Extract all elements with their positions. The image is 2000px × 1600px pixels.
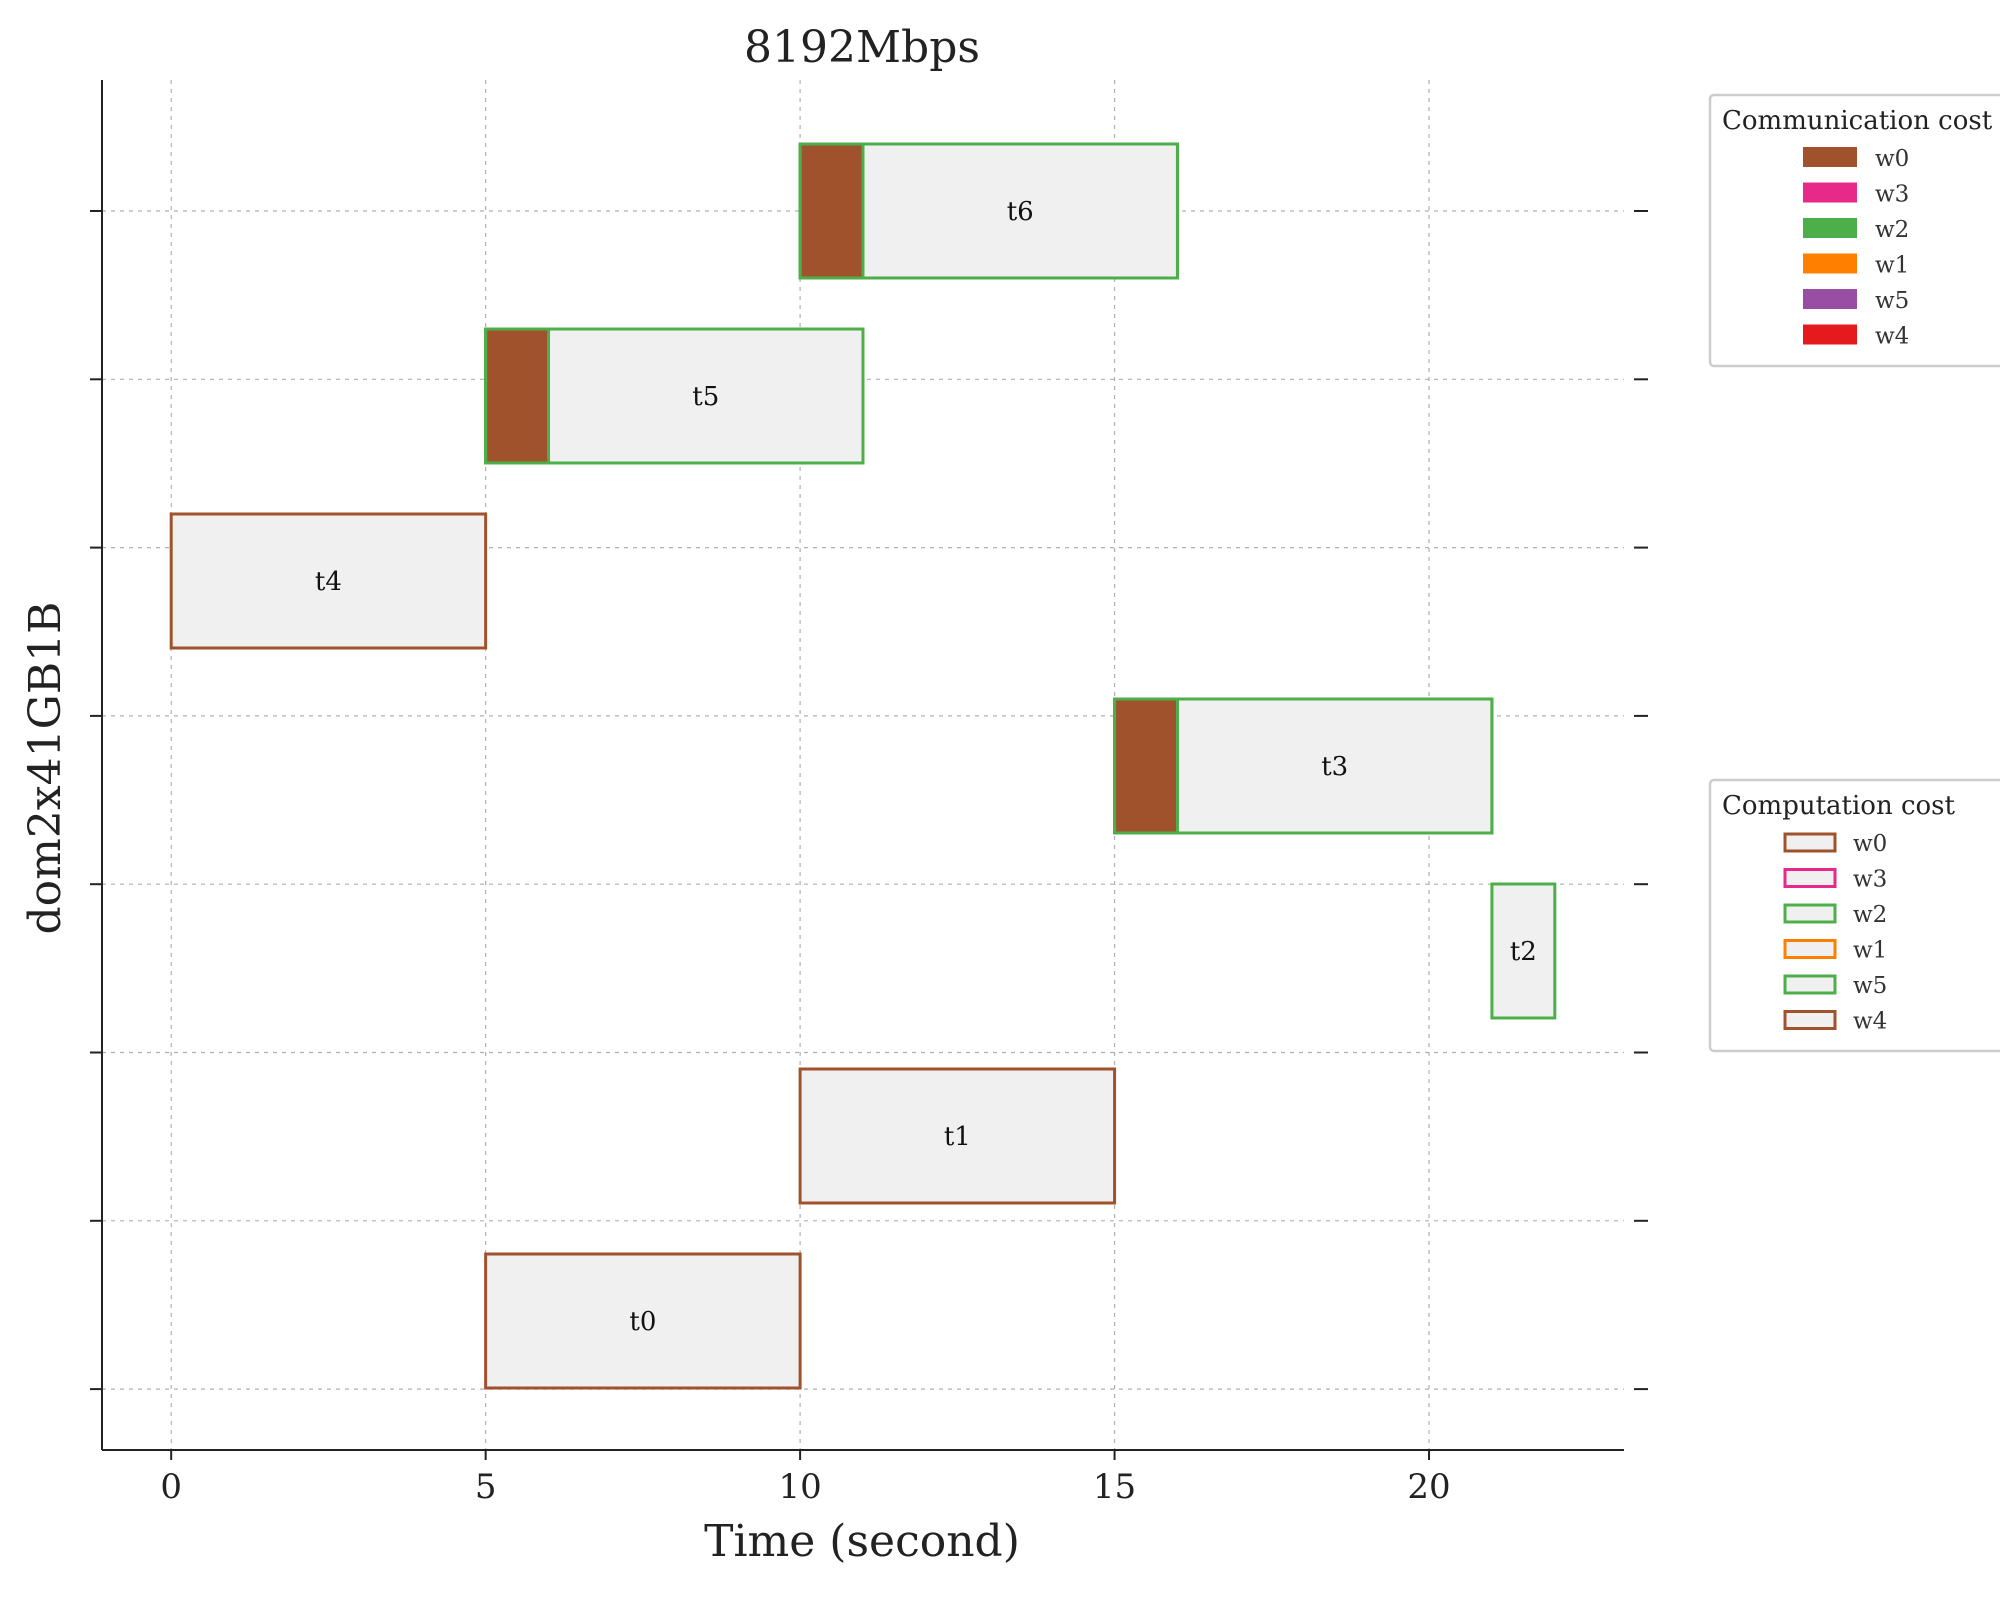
task-bar-t2: t2: [1490, 882, 1557, 1020]
chart-title: 8192Mbps: [744, 22, 980, 73]
task-label-t5: t5: [692, 382, 719, 412]
legend-label-w2: w2: [1875, 217, 1909, 243]
legend-swatch-w0: [1803, 147, 1857, 167]
task-label-t1: t1: [944, 1122, 971, 1152]
x-tick-label: 5: [475, 1467, 497, 1507]
task-label-t3: t3: [1321, 752, 1348, 782]
task-bar-t4: t4: [169, 512, 488, 650]
legend-swatch-w1: [1783, 939, 1837, 959]
legend-swatch-w0: [1783, 832, 1837, 853]
comm-rect-t3: [1113, 697, 1179, 835]
legend-layer: Communication costw0w3w2w1w5w4Computatio…: [1708, 93, 2000, 1053]
legend-label-w3: w3: [1875, 182, 1909, 208]
legend-swatch-w3: [1783, 868, 1837, 888]
x-tick-label: 15: [1093, 1467, 1136, 1507]
task-outline-t3: [1113, 697, 1494, 835]
bar-layer: t0 t1 t2 t3 t4 t5 t6: [169, 142, 1557, 1390]
axis-layer: 0 5 10 15 20: [90, 80, 1648, 1507]
comm-rect-t5: [484, 327, 551, 465]
legend-label-w0: w0: [1875, 146, 1909, 172]
legend-label-w4: w4: [1853, 1009, 1887, 1035]
legend-label-w1: w1: [1853, 938, 1887, 964]
legend-swatch-w1: [1803, 253, 1857, 274]
legend-communication: Communication cost w0 w3 w2 w1 w5 w4: [1708, 93, 2000, 368]
legend-frame: [1708, 778, 2000, 1053]
legend-swatch-w2: [1783, 903, 1837, 924]
x-axis-label: Time (second): [704, 1516, 1020, 1567]
task-label-t2: t2: [1510, 937, 1537, 967]
task-bar-t6: t6: [798, 142, 1179, 280]
legend-computation: Computation cost w0 w3 w2 w1 w5 w4: [1708, 778, 2000, 1053]
x-tick-label: 20: [1407, 1467, 1450, 1507]
x-tick-label: 0: [160, 1467, 182, 1507]
task-label-t6: t6: [1007, 197, 1034, 227]
task-rect-t0: [484, 1252, 802, 1390]
task-outline-t6: [798, 142, 1179, 280]
legend-title: Computation cost: [1722, 791, 1956, 821]
legend-swatch-w2: [1803, 218, 1857, 238]
legend-label-w2: w2: [1853, 902, 1887, 928]
legend-label-w3: w3: [1853, 867, 1887, 893]
legend-swatch-w5: [1803, 289, 1857, 309]
legend-swatch-w4: [1803, 324, 1857, 345]
legend-swatch-w5: [1783, 974, 1837, 995]
legend-label-w5: w5: [1875, 288, 1909, 314]
task-bar-t1: t1: [798, 1067, 1117, 1205]
task-label-t0: t0: [629, 1307, 656, 1337]
legend-swatch-w4: [1783, 1010, 1837, 1030]
task-rect-t2: [1490, 882, 1557, 1020]
task-rect-t4: [169, 512, 488, 650]
task-rect-t1: [798, 1067, 1117, 1205]
task-bar-t5: t5: [484, 327, 865, 465]
task-label-t4: t4: [315, 567, 342, 597]
x-tick-label: 10: [778, 1467, 821, 1507]
legend-label-w0: w0: [1853, 831, 1887, 857]
task-bar-t3: t3: [1113, 697, 1494, 835]
legend-label-w5: w5: [1853, 973, 1887, 999]
task-bar-t0: t0: [484, 1252, 802, 1390]
y-axis-label: dom2x41GB1B: [20, 602, 71, 935]
task-outline-t5: [484, 327, 865, 465]
comm-rect-t6: [798, 142, 865, 280]
legend-title: Communication cost: [1722, 106, 1993, 136]
legend-label-w1: w1: [1875, 253, 1909, 279]
legend-label-w4: w4: [1875, 324, 1909, 350]
legend-swatch-w3: [1803, 182, 1857, 203]
